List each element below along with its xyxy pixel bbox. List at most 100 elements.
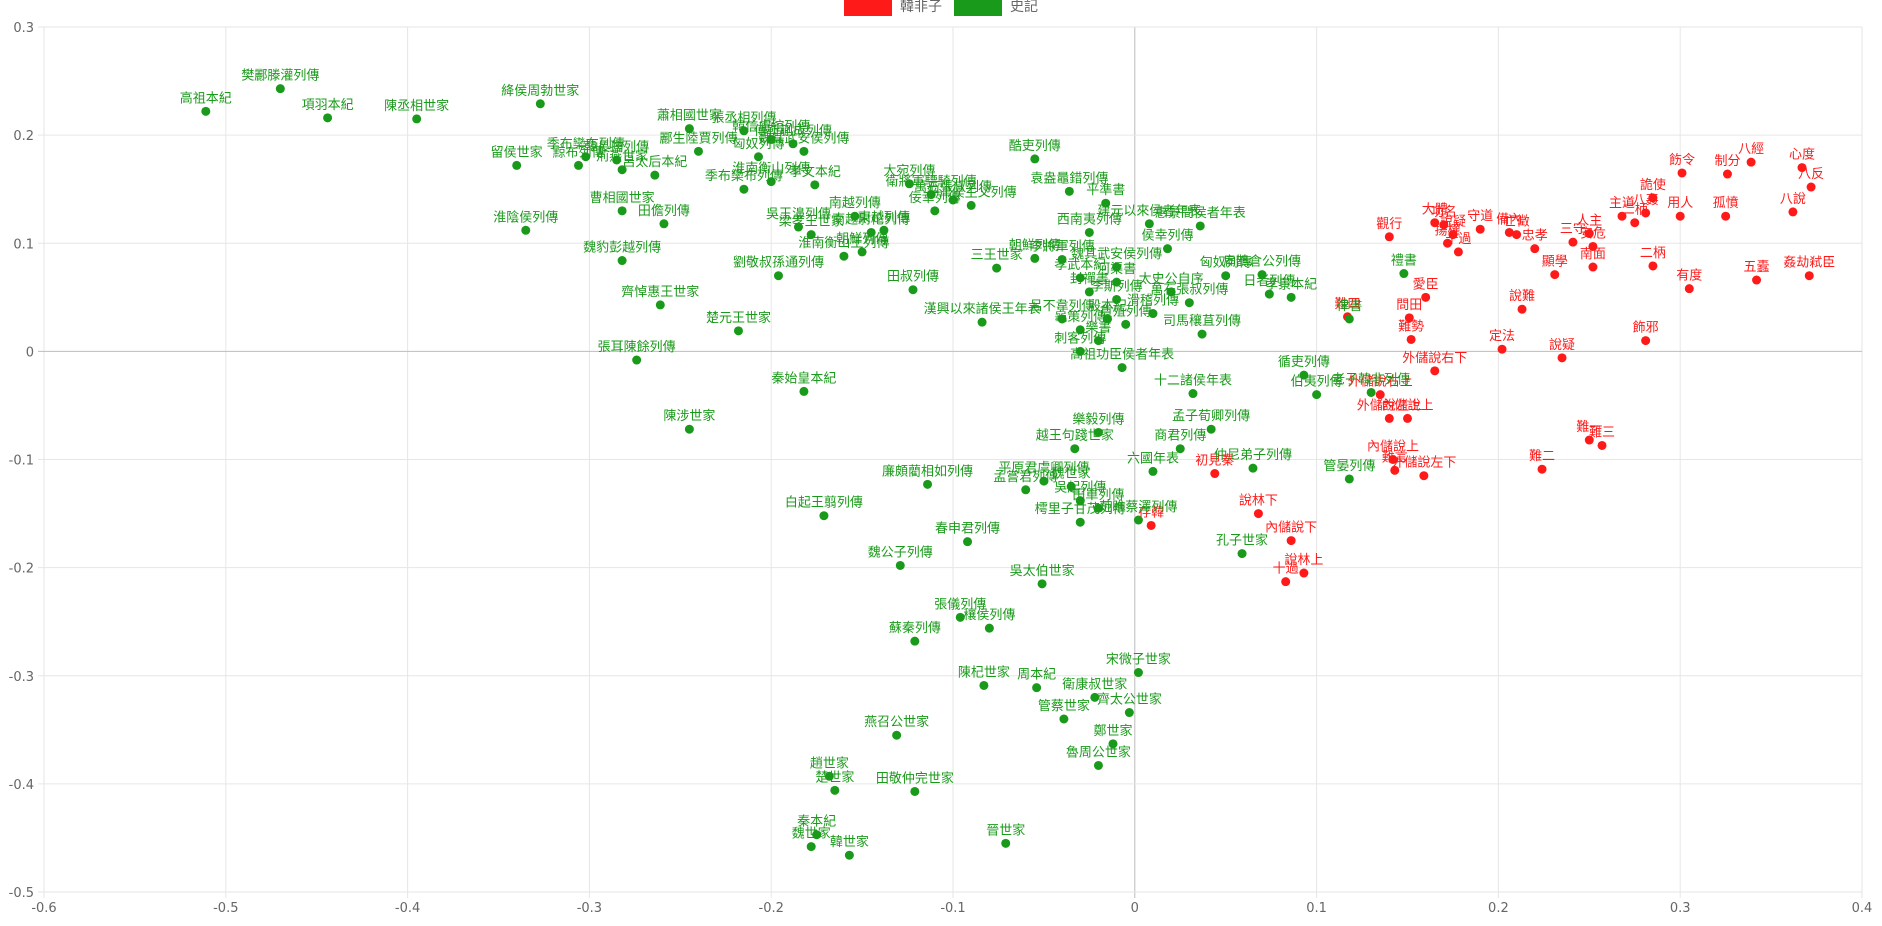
data-label: 平原君虞卿列傳 [998,461,1089,476]
data-label: 梁孝王世家 [779,214,844,230]
data-label: 六國年表 [1127,451,1179,466]
data-label: 萬石張叔列傳 [1150,283,1228,298]
data-label: 扁鵲倉公列傳 [1223,255,1301,270]
data-label: 功名 [1431,204,1457,220]
data-point [892,730,902,740]
grid [38,26,1863,898]
data-point [1163,244,1173,254]
data-label: 守道 [1467,209,1493,224]
data-label: 魏豹彭越列傳 [583,241,661,256]
data-label: 宋微子世家 [1106,652,1171,668]
y-tick-label: 0 [26,345,34,360]
data-label: 八說 [1780,191,1806,207]
data-point [659,219,669,229]
data-point [799,386,809,396]
data-label: 晉世家 [986,822,1025,838]
data-point [655,300,665,310]
data-point [1075,346,1085,356]
data-point [1030,253,1040,263]
data-point [693,146,703,156]
data-label: 難四 [1334,297,1360,312]
data-label: 周本紀 [1017,668,1056,683]
data-label: 高祖功臣侯者年表 [1070,347,1174,363]
data-point [1108,739,1118,749]
data-point [1588,241,1598,251]
data-point [1557,353,1567,363]
data-points [201,84,1816,860]
data-point [684,124,694,134]
data-point [1124,708,1134,718]
data-label: 禮書 [1391,254,1417,269]
data-point [793,222,803,232]
data-label: 魏公子列傳 [868,545,933,560]
data-label: 淮南衡山列傳 [732,161,810,177]
data-point [773,271,783,281]
data-label: 八反 [1798,167,1824,182]
data-point [904,179,914,189]
y-tick-label: -0.3 [9,670,34,685]
data-point [684,424,694,434]
data-label: 齊悼惠王世家 [621,284,699,300]
data-label: 忠孝 [1522,229,1548,244]
data-label: 孝武本紀 [1054,258,1106,273]
data-point [1148,466,1158,476]
data-point [948,195,958,205]
data-label: 亡徵 [1504,215,1530,230]
data-label: 春申君列傳 [935,522,1000,537]
data-label: 白起王翦列傳 [785,495,863,511]
data-point [839,251,849,261]
y-tick-label: -0.4 [9,778,34,793]
data-point [1439,220,1449,230]
y-tick-label: -0.1 [9,454,34,469]
data-point [1384,413,1394,423]
data-label: 制分 [1714,154,1740,169]
data-label: 魏世家 [792,826,831,842]
data-point [1237,549,1247,559]
data-point [1366,387,1376,397]
data-point [1530,244,1540,254]
data-point [966,200,976,210]
data-point [1550,270,1560,280]
data-point [1430,366,1440,376]
data-point [1032,683,1042,693]
axes: -0.6 -0.5 -0.4 -0.3 -0.2 -0.1 0 0.1 0.2 0.3 0.40.3… [9,21,1873,916]
data-label: 韓世家 [830,834,869,850]
data-point [733,326,743,336]
data-point [955,612,965,622]
data-point [739,184,749,194]
data-label: 陳涉世家 [663,408,715,424]
data-label: 姦劫弒臣 [1783,255,1835,271]
data-label: 吳王濞列傳 [766,207,831,222]
data-label: 內儲說下 [1265,520,1317,536]
data-label: 內儲說上 [1367,439,1419,455]
data-point [1144,219,1154,229]
data-label: 西南夷列傳 [1057,211,1122,227]
data-point [844,850,854,860]
data-label: 陳杞世家 [958,664,1010,680]
data-point [1344,474,1354,484]
data-point [1103,314,1113,324]
data-point [1375,390,1385,400]
y-tick-label: -0.5 [9,886,34,901]
data-point [1070,444,1080,454]
data-label: 司馬穰苴列傳 [1163,313,1241,329]
data-point [963,537,973,547]
data-point [1030,154,1040,164]
data-point [1497,344,1507,354]
data-point [1299,370,1309,380]
data-label: 顯學 [1542,255,1568,270]
data-label: 南越列傳 [829,195,881,211]
data-point [1101,198,1111,208]
data-label: 樗里子甘茂列傳 [1035,502,1126,517]
data-point [1648,193,1658,203]
data-label: 曹相國世家 [590,190,655,206]
data-label: 殷本紀 [1088,299,1127,314]
data-label: 田儋列傳 [638,204,690,219]
data-point [1112,294,1122,304]
data-point [766,177,776,187]
data-point [512,160,522,170]
data-label: 難一 [1576,420,1602,435]
data-point [1001,838,1011,848]
x-tick-label: -0.5 [213,901,238,916]
data-point [1648,261,1658,271]
